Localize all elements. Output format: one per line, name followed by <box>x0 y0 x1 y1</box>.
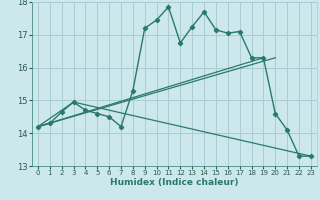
X-axis label: Humidex (Indice chaleur): Humidex (Indice chaleur) <box>110 178 239 187</box>
